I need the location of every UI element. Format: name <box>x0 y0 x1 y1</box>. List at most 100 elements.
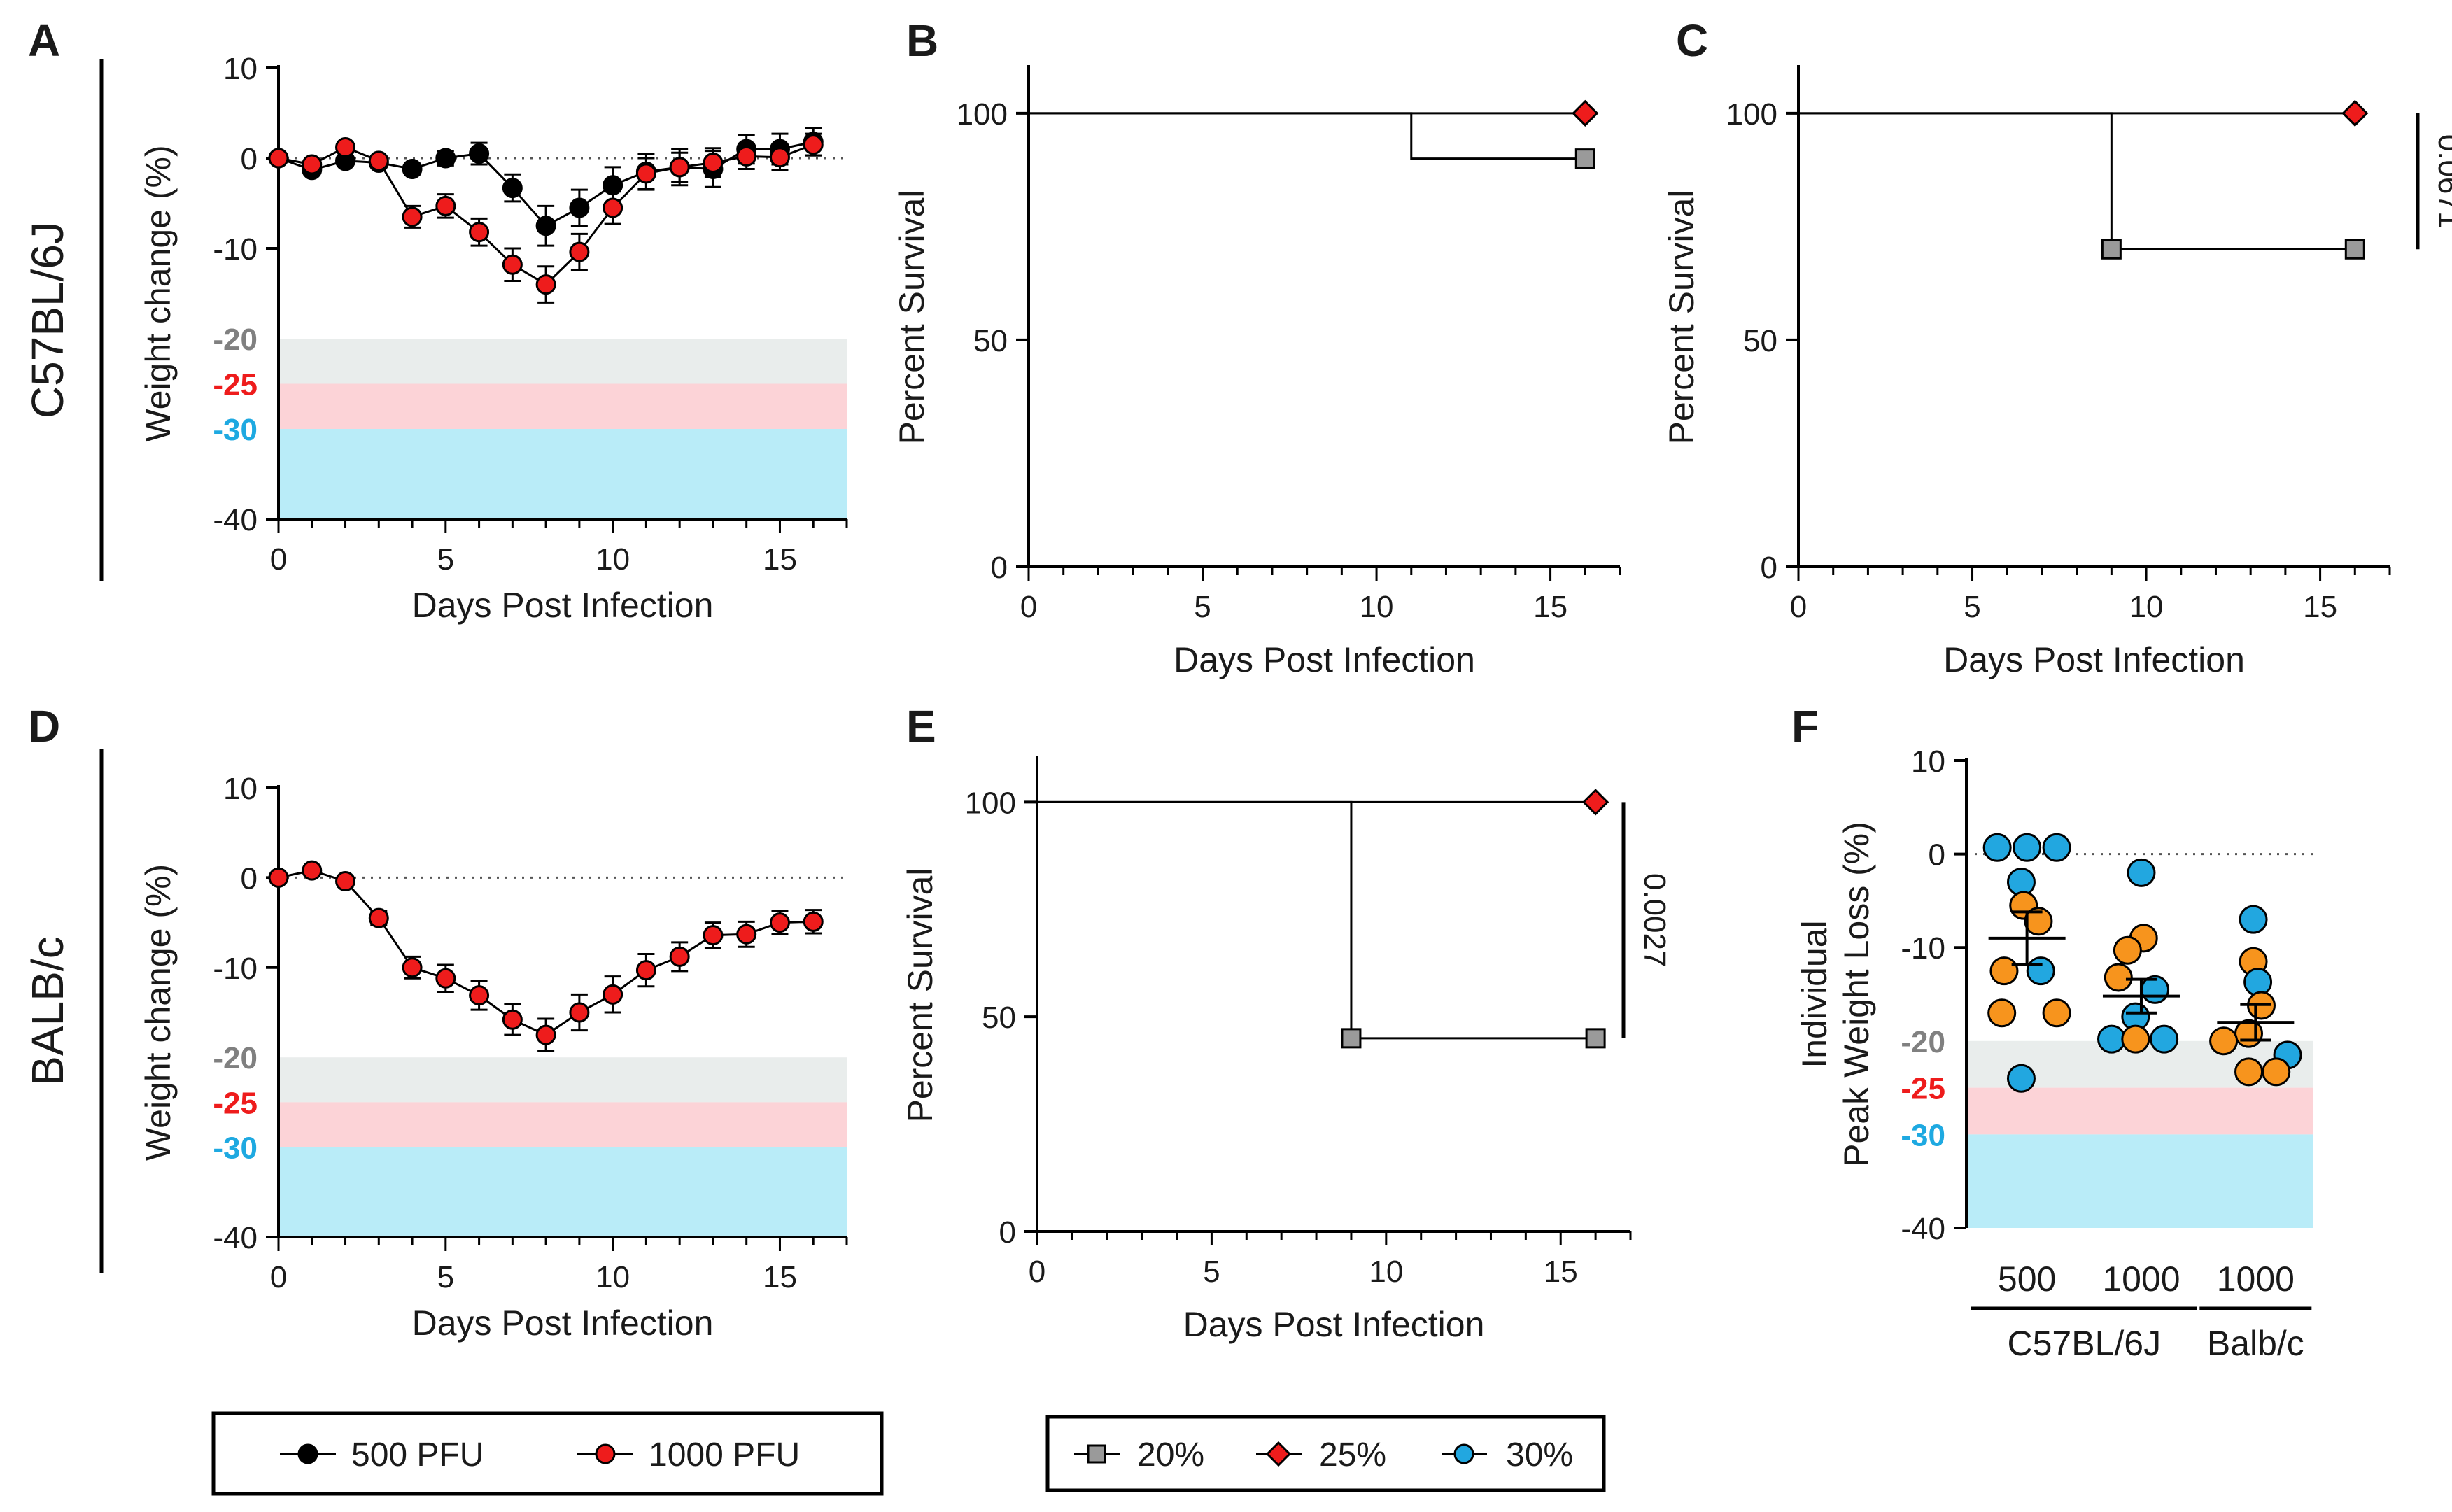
category-label: 500 <box>1998 1259 2056 1299</box>
legend-marker-diamond <box>1265 1441 1292 1467</box>
y-tick-label: 0 <box>999 1215 1016 1250</box>
individual-data-point <box>2234 1057 2264 1087</box>
legend-label: 30% <box>1506 1436 1573 1474</box>
individual-data-point <box>2104 963 2133 992</box>
x-tick-label: 10 <box>596 542 630 577</box>
y-axis-label: Percent Survival <box>892 190 931 444</box>
panel-letter-d: D <box>28 701 60 751</box>
data-point <box>769 147 790 168</box>
data-point <box>435 148 456 169</box>
data-point <box>502 254 523 275</box>
legend-label: 25% <box>1319 1436 1386 1474</box>
band-label: -25 <box>213 1086 258 1120</box>
x-tick-label: 5 <box>1194 590 1211 624</box>
y-tick-label: 50 <box>982 1001 1016 1035</box>
y-axis-label: Percent Survival <box>1662 190 1701 444</box>
data-point <box>435 195 456 216</box>
y-tick-label: 0 <box>1761 551 1777 585</box>
y-tick-label: 10 <box>223 52 258 86</box>
band-label: -20 <box>1901 1025 1945 1059</box>
x-tick-label: 5 <box>1964 590 1980 624</box>
legend-label: 500 PFU <box>351 1436 484 1474</box>
panel-e: 0 50 100 0 5 10 15 Days Post Infection Percent S… <box>901 756 1672 1344</box>
legend-threshold: 20% 25% 30% <box>1045 1415 1606 1492</box>
x-axis-label: Days Post Infection <box>1943 640 2245 679</box>
data-point <box>302 860 323 881</box>
data-point <box>603 984 623 1005</box>
data-point <box>268 867 289 888</box>
y-tick-label: 0 <box>241 142 258 176</box>
individual-data-point <box>2150 1024 2179 1054</box>
data-point <box>469 985 490 1006</box>
data-point <box>535 216 556 236</box>
individual-data-point <box>2243 968 2273 997</box>
data-point <box>669 946 690 967</box>
data-point <box>635 960 656 981</box>
y-tick-label: -40 <box>213 1221 258 1255</box>
row-label: C57BL/6J <box>22 222 73 418</box>
y-axis-label: Percent Survival <box>901 868 940 1122</box>
threshold-band <box>279 339 847 384</box>
x-tick-label: 0 <box>270 1260 287 1294</box>
data-point <box>402 206 423 227</box>
threshold-band <box>279 383 847 429</box>
threshold-band <box>1966 1087 2313 1135</box>
data-point <box>469 143 490 164</box>
y-tick-label: 50 <box>1743 324 1777 358</box>
y-tick-label: -10 <box>1901 931 1945 966</box>
individual-data-point <box>1989 956 2019 986</box>
data-point <box>368 150 389 171</box>
threshold-band <box>279 1147 847 1237</box>
y-tick-label: -40 <box>1901 1212 1945 1246</box>
data-point <box>502 1009 523 1030</box>
survival-marker-square <box>1574 148 1595 169</box>
legend-marker <box>297 1443 318 1464</box>
individual-data-point <box>2013 833 2042 862</box>
data-point <box>736 146 757 167</box>
x-tick-label: 10 <box>2129 590 2164 624</box>
data-point <box>535 1024 556 1045</box>
y-tick-label: -10 <box>213 952 258 986</box>
individual-data-point <box>2234 1019 2264 1048</box>
threshold-band <box>279 429 847 519</box>
y-tick-label: -40 <box>213 503 258 537</box>
y-tick-label: 50 <box>973 324 1008 358</box>
survival-marker-diamond <box>1581 789 1609 816</box>
data-point <box>502 178 523 199</box>
x-tick-label: 5 <box>1203 1255 1220 1289</box>
band-label: -25 <box>213 368 258 402</box>
survival-marker-diamond <box>2341 99 2369 127</box>
survival-marker-square <box>2101 239 2122 260</box>
individual-data-point <box>2121 1024 2150 1054</box>
individual-data-point <box>2042 833 2071 862</box>
individual-data-point <box>2042 998 2071 1028</box>
x-tick-label: 15 <box>763 1260 797 1294</box>
y-tick-label: 10 <box>1911 744 1945 779</box>
band-label: -30 <box>1901 1118 1945 1152</box>
x-axis-label: Days Post Infection <box>1174 640 1475 679</box>
y-tick-label: 10 <box>223 772 258 806</box>
data-point <box>402 957 423 978</box>
p-value-label: 0.0027 <box>1637 873 1672 968</box>
x-tick-label: 5 <box>437 1260 454 1294</box>
panel-letter-e: E <box>906 701 936 751</box>
individual-data-point <box>2113 935 2142 965</box>
individual-data-point <box>2006 1064 2036 1093</box>
data-point <box>435 968 456 989</box>
data-point <box>635 163 656 184</box>
data-point <box>803 134 824 155</box>
band-label: -20 <box>213 1041 258 1075</box>
legend-marker <box>595 1443 616 1464</box>
survival-marker-diamond <box>1572 99 1599 127</box>
row-label: BALB/c <box>22 936 73 1085</box>
legend-marker-circle <box>1453 1443 1474 1464</box>
threshold-band <box>1966 1134 2313 1228</box>
x-tick-label: 15 <box>1544 1255 1578 1289</box>
y-tick-label: 0 <box>241 861 258 896</box>
x-tick-label: 0 <box>1790 590 1807 624</box>
legend-box <box>1045 1415 1606 1492</box>
data-point <box>535 274 556 295</box>
survival-marker-square <box>2344 239 2365 260</box>
y-tick-label: 100 <box>957 97 1008 132</box>
y-axis-label: Weight change (%) <box>139 864 178 1161</box>
